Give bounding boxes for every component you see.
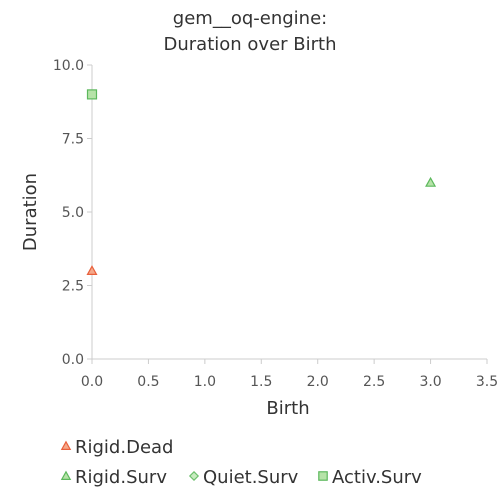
activ-surv-point	[86, 89, 98, 100]
rigid-dead-point	[86, 265, 98, 275]
legend-triangle-icon	[60, 440, 72, 450]
y-tick-label: 7.5	[62, 132, 84, 148]
x-tick-label: 1.5	[250, 374, 272, 390]
x-axis-ticks: 0.0 0.5 1.0 1.5 2.0 2.5 3.0 3.5	[81, 359, 498, 390]
x-tick-label: 2.0	[307, 374, 329, 390]
data-points	[86, 89, 437, 275]
x-axis-label: Birth	[266, 398, 309, 419]
legend-label: Rigid.Dead	[75, 437, 173, 458]
y-tick-label: 10.0	[53, 58, 84, 74]
legend-item-quiet-surv[interactable]: Quiet.Surv	[188, 467, 299, 488]
x-tick-label: 1.0	[194, 374, 216, 390]
legend-item-rigid-dead[interactable]: Rigid.Dead	[60, 437, 174, 458]
plot-axes	[91, 65, 487, 360]
chart-title-line-2: Duration over Birth	[164, 34, 337, 55]
legend-label: Rigid.Surv	[75, 467, 167, 488]
y-axis-ticks: 0.0 2.5 5.0 7.5 10.0	[53, 58, 92, 368]
legend-item-rigid-surv[interactable]: Rigid.Surv	[60, 467, 168, 488]
rigid-surv-point	[425, 176, 437, 187]
y-axis-label: Duration	[20, 173, 41, 251]
legend: Rigid.Dead Rigid.Surv Quiet.Surv Activ.Surv	[60, 437, 422, 488]
legend-square-icon	[318, 471, 328, 481]
legend-triangle-icon	[60, 470, 72, 480]
legend-label: Quiet.Surv	[203, 467, 299, 488]
x-tick-label: 3.0	[419, 374, 441, 390]
x-tick-label: 2.5	[363, 374, 385, 390]
y-tick-label: 0.0	[62, 352, 84, 368]
x-tick-label: 0.5	[137, 374, 159, 390]
y-tick-label: 2.5	[62, 279, 84, 295]
chart-title-line-1: gem__oq-engine:	[173, 8, 327, 29]
legend-diamond-icon	[188, 470, 200, 482]
legend-label: Activ.Surv	[332, 467, 422, 488]
x-tick-label: 0.0	[81, 374, 103, 390]
y-tick-label: 5.0	[62, 205, 84, 221]
legend-item-activ-surv[interactable]: Activ.Surv	[318, 467, 422, 488]
x-tick-label: 3.5	[476, 374, 498, 390]
chart-title: gem__oq-engine: Duration over Birth	[164, 8, 337, 55]
